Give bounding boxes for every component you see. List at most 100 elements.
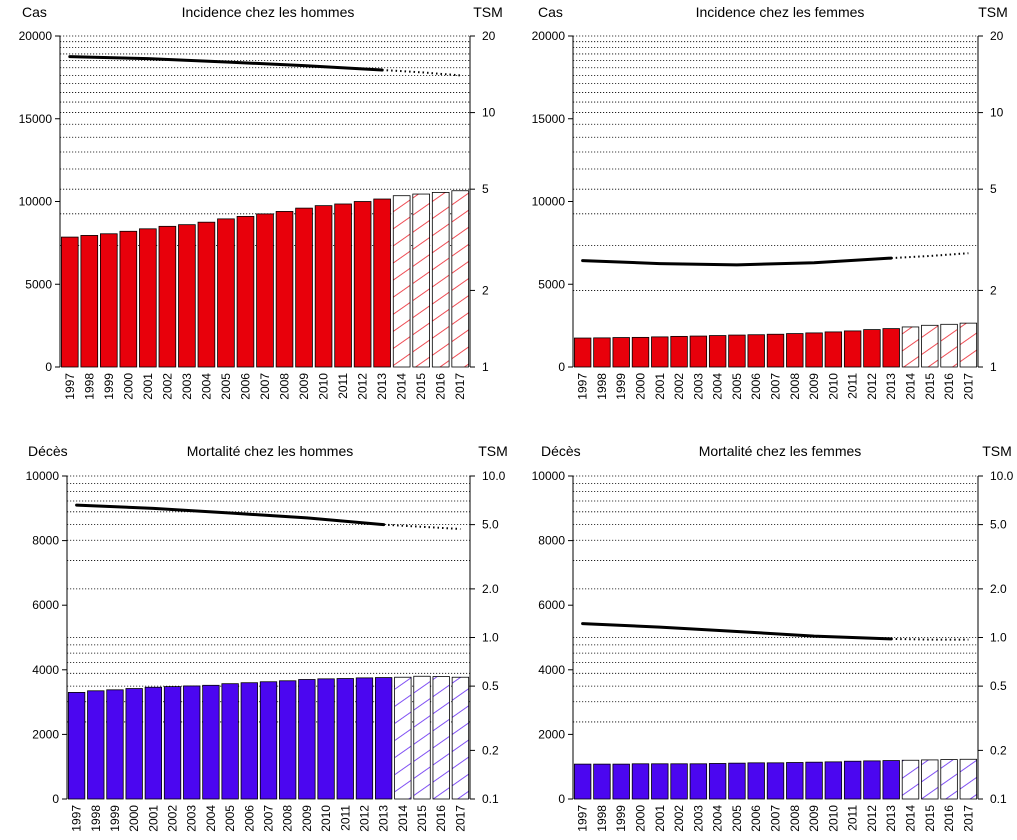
bar bbox=[670, 335, 688, 368]
bar bbox=[259, 681, 278, 800]
mortality-women-bars bbox=[573, 758, 978, 800]
x-tick-label: 2002 bbox=[672, 805, 686, 832]
x-tick-label: 2012 bbox=[356, 373, 370, 400]
x-tick-label: 2006 bbox=[242, 805, 256, 832]
x-tick-label: 2014 bbox=[904, 805, 918, 832]
bar-projected bbox=[413, 675, 431, 800]
x-tick-label: 2013 bbox=[884, 805, 898, 832]
x-tick-label: 2017 bbox=[453, 805, 467, 832]
bar bbox=[295, 207, 313, 368]
bar bbox=[144, 686, 163, 800]
x-tick-label: 2017 bbox=[961, 805, 975, 832]
tsm-line-projected bbox=[383, 523, 461, 530]
x-tick-label: 2013 bbox=[884, 373, 898, 400]
bar bbox=[125, 688, 143, 800]
y2-tick-label: 0.5 bbox=[990, 679, 1007, 693]
y-tick-label: 15000 bbox=[532, 112, 566, 126]
bar bbox=[593, 763, 611, 800]
chart-title: Mortalité chez les femmes bbox=[699, 443, 862, 459]
tsm-line-projected bbox=[891, 252, 969, 260]
x-tick-label: 2016 bbox=[434, 373, 448, 400]
y2-tick-label: 5 bbox=[990, 182, 997, 196]
bar bbox=[843, 760, 862, 800]
bar-projected bbox=[451, 190, 470, 368]
x-tick-label: 2010 bbox=[826, 805, 840, 832]
y-tick-label: 2000 bbox=[538, 727, 565, 741]
y-tick-label: 10000 bbox=[532, 469, 566, 483]
bar bbox=[158, 225, 177, 368]
y2-axis-label: TSM bbox=[982, 443, 1012, 459]
x-tick-label: 2004 bbox=[711, 805, 725, 832]
bar bbox=[60, 236, 79, 368]
bar bbox=[202, 684, 220, 800]
bar bbox=[106, 689, 124, 800]
x-tick-label: 2001 bbox=[141, 373, 155, 400]
x-tick-label: 2006 bbox=[749, 805, 763, 832]
bar bbox=[139, 228, 157, 368]
incidence-women-gridlines bbox=[573, 35, 978, 291]
bar bbox=[708, 763, 727, 800]
bar bbox=[163, 686, 182, 800]
bar bbox=[651, 763, 669, 800]
bar-projected bbox=[959, 322, 978, 368]
x-tick-label: 2015 bbox=[414, 373, 428, 400]
x-tick-label: 2009 bbox=[807, 373, 821, 400]
y-tick-label: 0 bbox=[558, 792, 565, 806]
y2-tick-label: 0.5 bbox=[482, 679, 499, 693]
y2-tick-label: 1 bbox=[990, 360, 997, 374]
bar bbox=[689, 763, 708, 800]
tsm-line-observed bbox=[75, 503, 386, 527]
bar bbox=[766, 762, 785, 800]
x-tick-label: 2015 bbox=[415, 805, 429, 832]
x-tick-label: 2001 bbox=[653, 373, 667, 400]
bar bbox=[67, 692, 86, 800]
incidence-women-bars bbox=[573, 322, 978, 368]
bar bbox=[786, 762, 804, 800]
y-axis-label: Décès bbox=[28, 443, 68, 459]
bar bbox=[353, 201, 372, 368]
x-tick-label: 1999 bbox=[614, 805, 628, 832]
bar-projected bbox=[432, 676, 450, 800]
x-tick-label: 2015 bbox=[923, 373, 937, 400]
tsm-line-projected bbox=[891, 637, 969, 641]
bar bbox=[612, 337, 630, 368]
bar-projected bbox=[921, 324, 939, 368]
x-tick-label: 2000 bbox=[121, 373, 135, 400]
x-tick-label: 2005 bbox=[730, 373, 744, 400]
y-tick-label: 6000 bbox=[538, 598, 565, 612]
x-tick-label: 2012 bbox=[357, 805, 371, 832]
chart-title: Incidence chez les hommes bbox=[182, 4, 355, 20]
y-tick-label: 10000 bbox=[26, 469, 60, 483]
bar-projected bbox=[392, 195, 411, 368]
y2-tick-label: 20 bbox=[990, 29, 1004, 43]
x-tick-label: 2015 bbox=[923, 805, 937, 832]
y2-axis-label: TSM bbox=[978, 4, 1008, 20]
bar bbox=[882, 760, 900, 800]
y-tick-label: 8000 bbox=[538, 534, 565, 548]
bar bbox=[786, 333, 804, 368]
x-tick-label: 2007 bbox=[258, 373, 272, 400]
x-tick-label: 1997 bbox=[576, 805, 590, 832]
bar bbox=[373, 198, 391, 368]
bar-projected bbox=[901, 759, 920, 800]
x-tick-label: 2011 bbox=[338, 805, 352, 831]
bar bbox=[593, 337, 611, 368]
bar-projected bbox=[431, 191, 450, 368]
mortality-men-panel: 0 2000 4000 6000 8000 10000 0.1 0.2 0.5 1.0 2.0 5.0… bbox=[26, 443, 508, 832]
y2-tick-label: 2 bbox=[482, 283, 489, 297]
bar bbox=[728, 334, 746, 368]
x-tick-label: 2012 bbox=[865, 805, 879, 832]
x-tick-label: 1999 bbox=[614, 373, 628, 400]
bar bbox=[670, 763, 688, 800]
x-tick-label: 2008 bbox=[788, 373, 802, 400]
y2-tick-label: 10 bbox=[990, 106, 1004, 120]
mortality-women-panel: 0 2000 4000 6000 8000 10000 0.1 0.2 0.5 1.0 2.0 5.0… bbox=[532, 443, 1014, 832]
x-tick-label: 2009 bbox=[807, 805, 821, 832]
x-tick-label: 2013 bbox=[375, 373, 389, 400]
x-tick-label: 2009 bbox=[297, 373, 311, 400]
incidence-men-panel: 0 5000 10000 15000 20000 1 2 5 10 20 1997 1998 1999 2… bbox=[19, 4, 503, 400]
bar bbox=[747, 334, 765, 368]
y2-axis-label: TSM bbox=[473, 4, 503, 20]
bar bbox=[573, 337, 592, 368]
x-tick-label: 2005 bbox=[730, 805, 744, 832]
